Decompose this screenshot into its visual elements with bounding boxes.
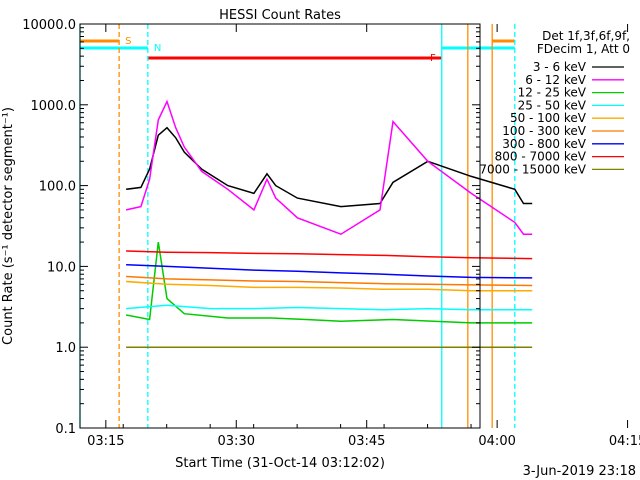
x-tick-label: 03:30: [218, 434, 255, 449]
legend-entry-label: 7000 - 15000 keV: [479, 162, 586, 176]
series-line: [126, 275, 533, 287]
legend-entry-label: 50 - 100 keV: [510, 111, 587, 125]
legend-entry-label: 12 - 25 keV: [518, 86, 587, 100]
y-tick-label: 100.0: [39, 180, 76, 195]
series-line: [126, 126, 533, 208]
series-line: [126, 263, 533, 279]
plot-area: S N F: [79, 24, 533, 428]
y-tick-label: 1000.0: [31, 99, 77, 114]
y-tick-label: 1.0: [55, 341, 76, 356]
legend-entry-label: 100 - 300 keV: [502, 124, 586, 138]
y-tick-label: 0.1: [55, 422, 76, 437]
legend: Det 1f,3f,6f,9f,FDecim 1, Att 0 3 - 6 keV…: [479, 29, 630, 176]
axes: 03:1503:3003:4504:0004:1504:3004:450.11.…: [22, 18, 640, 449]
x-tick-label: 03:15: [87, 434, 124, 449]
legend-header: FDecim 1, Att 0: [537, 42, 630, 56]
x-tick-label: 04:00: [478, 434, 515, 449]
legend-entry-label: 800 - 7000 keV: [495, 150, 587, 164]
series-line: [125, 99, 533, 236]
flare-flag-label: F: [430, 53, 436, 64]
night-flag-label: N: [154, 43, 161, 54]
series-line: [126, 280, 533, 292]
y-tick-label: 10000.0: [22, 18, 76, 33]
x-tick-label: 04:15: [609, 434, 640, 449]
chart-title: HESSI Count Rates: [219, 8, 341, 23]
saa-flag-label: S: [125, 36, 131, 47]
legend-header: Det 1f,3f,6f,9f,: [542, 29, 630, 43]
x-tick-label: 03:45: [348, 434, 385, 449]
series-line: [125, 241, 533, 324]
legend-entry-label: 3 - 6 keV: [533, 60, 587, 74]
legend-entry-label: 25 - 50 keV: [518, 98, 587, 112]
series-line: [126, 250, 533, 260]
legend-entry-label: 300 - 800 keV: [502, 137, 586, 151]
y-tick-label: 10.0: [47, 260, 76, 275]
series-line: [126, 304, 533, 311]
date-stamp: 3-Jun-2019 23:18: [523, 464, 636, 479]
y-axis-label: Count Rate (s⁻¹ detector segment⁻¹): [1, 107, 16, 345]
legend-entry-label: 6 - 12 keV: [525, 73, 587, 87]
plot-frame: [79, 23, 481, 429]
x-axis-label: Start Time (31-Oct-14 03:12:02): [175, 456, 385, 471]
